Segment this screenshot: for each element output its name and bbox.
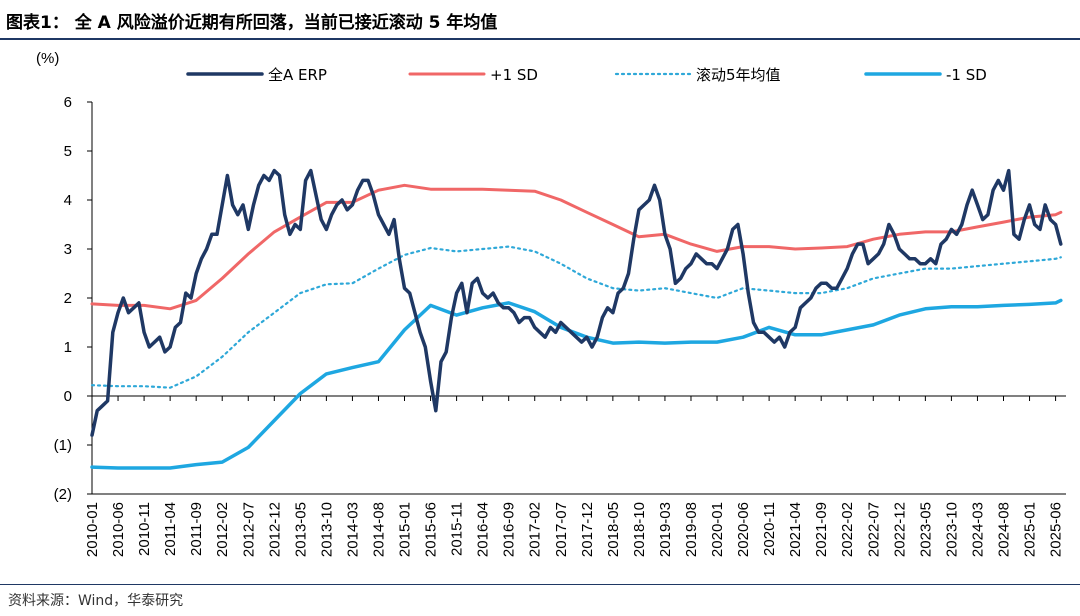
series-line-2 xyxy=(90,245,1062,389)
x-tick-label: 2021-04 xyxy=(787,502,804,557)
x-tick-label: 2022-07 xyxy=(865,502,882,557)
y-tick-label: 1 xyxy=(64,339,72,356)
x-tick-label: 2021-09 xyxy=(813,502,830,557)
x-tick-label: 2020-06 xyxy=(735,502,752,557)
series-line-0 xyxy=(90,168,1063,437)
legend-item-minus-sd: -1 SD xyxy=(864,66,987,84)
x-tick-label: 2013-05 xyxy=(292,502,309,557)
x-tick-label: 2019-03 xyxy=(657,502,674,557)
y-tick-label: 4 xyxy=(64,192,72,209)
x-tick-label: 2012-02 xyxy=(214,502,231,557)
source-note: 资料来源：Wind，华泰研究 xyxy=(8,593,184,609)
x-tick-label: 2010-01 xyxy=(84,502,101,557)
legend-item-erp: 全A ERP xyxy=(186,66,327,84)
x-tick-label: 2020-11 xyxy=(761,502,778,556)
x-tick-label: 2019-08 xyxy=(683,502,700,557)
x-tick-label: 2012-12 xyxy=(266,502,283,557)
y-axis: (2) (1) 0 1 2 3 4 5 6 xyxy=(54,94,93,503)
x-tick-label: 2014-03 xyxy=(344,502,361,557)
legend-label: -1 SD xyxy=(946,66,987,84)
y-tick-label: 2 xyxy=(64,290,72,307)
x-axis: 2010-01 2010-06 2010-11 2011-04 2011-09 2012-… xyxy=(84,395,1066,557)
x-tick-label: 2015-11 xyxy=(449,502,466,556)
x-tick-label: 2018-05 xyxy=(605,502,622,557)
x-tick-label: 2017-07 xyxy=(553,502,570,557)
x-tick-label: 2020-01 xyxy=(709,502,726,557)
x-tick-label: 2023-05 xyxy=(917,502,934,557)
x-tick-label: 2018-10 xyxy=(631,502,648,557)
x-tick-label: 2014-08 xyxy=(370,502,387,557)
y-tick-label: (1) xyxy=(54,437,72,454)
source-rule xyxy=(0,584,1080,585)
legend-label: 全A ERP xyxy=(268,66,327,84)
x-tick-label: 2016-04 xyxy=(475,502,492,557)
x-tick-label: 2010-06 xyxy=(110,502,127,557)
series-layer xyxy=(90,168,1063,470)
figure-title: 图表1： 全 A 风险溢价近期有所回落，当前已接近滚动 5 年均值 xyxy=(6,13,498,33)
legend-item-rolling-mean: 滚动5年均值 xyxy=(614,66,781,84)
x-tick-label: 2015-06 xyxy=(423,502,440,557)
y-tick-label: 0 xyxy=(64,388,72,405)
erp-line-chart: 全A ERP +1 SD 滚动5年均值 -1 SD (%) (2) (1) 0 1 2 3 4 5 6… xyxy=(36,50,1066,557)
series-line-3 xyxy=(90,298,1063,470)
x-tick-label: 2017-02 xyxy=(527,502,544,557)
x-tick-label: 2012-07 xyxy=(240,502,257,557)
x-tick-label: 2011-04 xyxy=(162,502,179,556)
x-tick-label: 2025-01 xyxy=(1022,502,1039,557)
x-tick-label: 2016-09 xyxy=(501,502,518,557)
x-tick-label: 2013-10 xyxy=(318,502,335,557)
x-tick-label: 2024-03 xyxy=(969,502,986,557)
x-tick-label: 2015-01 xyxy=(397,502,414,557)
x-tick-label: 2023-10 xyxy=(943,502,960,557)
legend-label: 滚动5年均值 xyxy=(696,66,781,84)
chart-legend: 全A ERP +1 SD 滚动5年均值 -1 SD xyxy=(186,66,987,84)
x-tick-label: 2025-06 xyxy=(1048,502,1065,557)
x-tick-label: 2022-12 xyxy=(891,502,908,557)
x-tick-label: 2022-02 xyxy=(839,502,856,557)
x-tick-label: 2011-09 xyxy=(188,502,205,556)
x-tick-label: 2024-08 xyxy=(995,502,1012,557)
y-tick-label: 6 xyxy=(64,94,72,111)
y-axis-unit-label: (%) xyxy=(36,50,59,67)
title-rule xyxy=(0,38,1080,40)
x-tick-label: 2010-11 xyxy=(136,502,153,556)
y-tick-label: 5 xyxy=(64,143,72,160)
y-tick-label: (2) xyxy=(54,486,72,503)
y-tick-label: 3 xyxy=(64,241,72,258)
x-tick-label: 2017-12 xyxy=(579,502,596,557)
series-line-1 xyxy=(90,183,1063,311)
legend-item-plus-sd: +1 SD xyxy=(408,66,538,84)
legend-label: +1 SD xyxy=(490,66,538,84)
